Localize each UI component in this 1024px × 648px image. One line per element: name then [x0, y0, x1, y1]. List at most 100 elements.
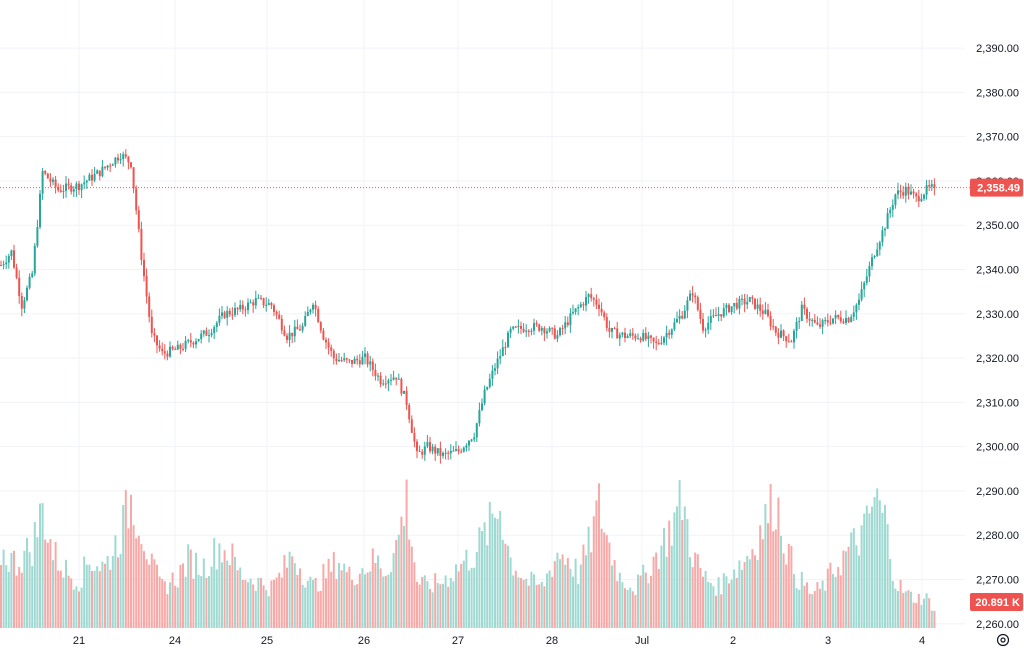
candle-body — [265, 304, 268, 306]
candle-body — [821, 320, 824, 327]
candle-body — [803, 304, 806, 309]
candle-body — [345, 358, 348, 360]
candle-body — [137, 210, 140, 230]
volume-bar — [676, 506, 678, 628]
volume-bar — [556, 552, 559, 628]
current-price-label: 2,358.49 — [977, 183, 1020, 195]
volume-bar — [135, 538, 138, 628]
candle-body — [546, 331, 548, 334]
price-tick-label: 2,300.00 — [976, 442, 1019, 454]
volume-bar — [150, 553, 153, 628]
volume-bar — [881, 512, 884, 628]
price-tick-label: 2,280.00 — [976, 530, 1019, 542]
candle-body — [837, 315, 840, 318]
candle-body — [405, 390, 408, 406]
volume-bar — [858, 555, 860, 628]
candle-body — [616, 328, 619, 339]
volume-bar — [286, 567, 288, 628]
candle-body — [507, 332, 509, 348]
volume-bar — [267, 596, 270, 628]
time-tick-label: 27 — [452, 635, 464, 647]
volume-bar — [608, 542, 611, 628]
volume-bar — [873, 497, 876, 628]
volume-bar — [585, 555, 587, 628]
volume-bar — [62, 577, 65, 628]
current-volume-badge: 20.891 K — [970, 593, 1023, 611]
candle-body — [611, 328, 613, 332]
candle-body — [395, 377, 398, 380]
volume-bar — [496, 518, 499, 628]
candle-body — [96, 170, 99, 174]
candle-body — [886, 213, 889, 229]
candle-body — [707, 322, 710, 330]
volume-bar — [65, 559, 67, 628]
candle-body — [41, 171, 44, 194]
candle-body — [889, 209, 892, 214]
candle-body — [351, 359, 353, 364]
volume-bar — [507, 545, 509, 628]
volume-bar — [382, 576, 385, 628]
candle-body — [239, 304, 242, 310]
volume-bar — [275, 577, 278, 628]
volume-bar — [52, 560, 54, 628]
volume-bar — [400, 516, 403, 628]
candle-body — [7, 255, 10, 263]
price-tick-label: 2,370.00 — [976, 132, 1019, 144]
price-tick-label: 2,390.00 — [976, 43, 1019, 55]
volume-bar — [546, 573, 548, 628]
price-axis[interactable]: 2,390.002,380.002,370.002,360.002,350.00… — [976, 43, 1019, 631]
candle-body — [668, 332, 671, 335]
volume-bar — [234, 556, 236, 628]
candle-body — [897, 190, 899, 195]
volume-bar — [514, 570, 517, 628]
volume-bar — [325, 578, 327, 628]
candle-body — [525, 330, 528, 332]
volume-bar — [397, 534, 400, 628]
volume-bar — [468, 570, 470, 628]
candle-body — [104, 166, 106, 168]
volume-bar — [249, 578, 252, 628]
volume-bar — [764, 503, 767, 628]
candle-body — [184, 340, 187, 349]
candle-body — [234, 308, 236, 315]
candle-body — [101, 166, 104, 177]
candle-body — [213, 327, 216, 334]
volume-bar — [626, 589, 629, 628]
volume-bar — [894, 588, 897, 628]
current-volume-label: 20.891 K — [975, 597, 1020, 609]
candle-body — [228, 310, 231, 315]
volume-bar — [322, 563, 325, 628]
volume-bar — [600, 528, 603, 628]
candle-body — [793, 330, 795, 343]
volume-bar — [910, 591, 912, 628]
settings-button[interactable] — [996, 633, 1010, 647]
volume-bar — [566, 557, 569, 628]
time-axis[interactable]: 21 24 25 26 27 28 Jul 2 3 4 — [73, 635, 925, 647]
volume-bar — [122, 504, 125, 628]
candle-body — [709, 316, 712, 323]
candle-body — [686, 300, 689, 311]
volume-bar — [379, 568, 382, 628]
candle-body — [187, 340, 190, 342]
candle-body — [343, 358, 346, 361]
volume-bar — [598, 483, 600, 628]
volume-bar — [392, 553, 395, 628]
candle-body — [715, 315, 717, 317]
time-tick-label: Jul — [635, 635, 649, 647]
candle-body — [174, 348, 177, 350]
candle-body — [678, 315, 681, 320]
price-tick-label: 2,340.00 — [976, 265, 1019, 277]
candle-body — [254, 298, 257, 306]
candle-body — [647, 335, 650, 340]
candle-body — [416, 441, 418, 452]
candle-body — [78, 183, 80, 191]
volume-bar — [41, 503, 44, 628]
volume-bar — [117, 557, 119, 628]
candle-body — [777, 332, 780, 338]
volume-bar — [462, 560, 465, 628]
candle-body — [429, 442, 431, 452]
candle-body — [725, 304, 728, 309]
candle-body — [205, 330, 208, 336]
